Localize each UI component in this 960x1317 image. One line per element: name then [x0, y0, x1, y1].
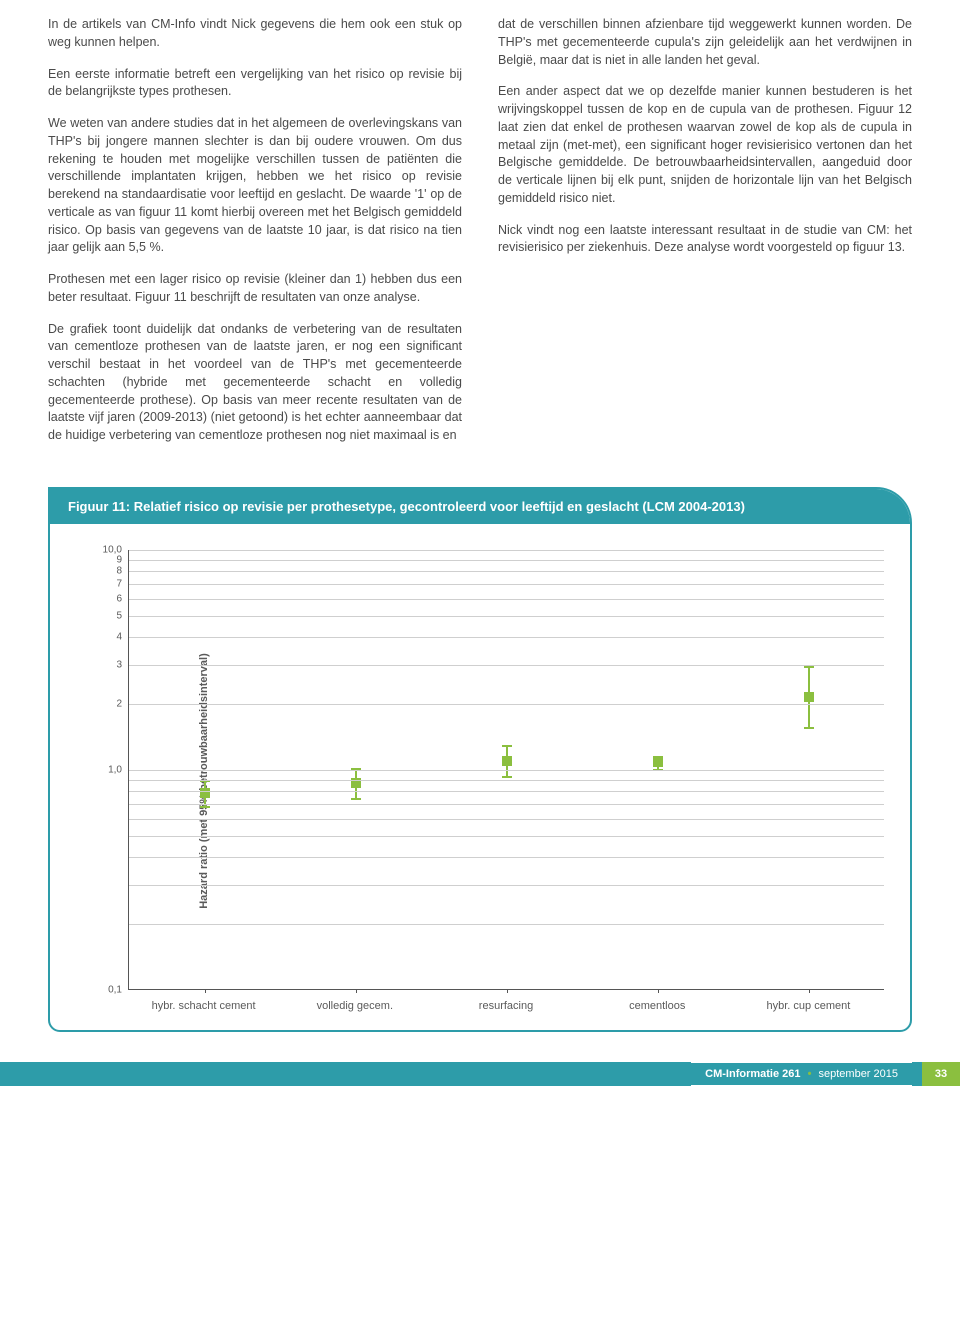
- x-tick: hybr. schacht cement: [128, 1000, 279, 1012]
- figure-title: Figuur 11: Relatief risico op revisie pe…: [50, 489, 910, 524]
- gridline: [129, 599, 884, 600]
- gridline: [129, 704, 884, 705]
- paragraph: De grafiek toont duidelijk dat ondanks d…: [48, 321, 462, 445]
- x-tick: cementloos: [582, 1000, 733, 1012]
- gridline: [129, 616, 884, 617]
- x-tick-labels: hybr. schacht cementvolledig gecem.resur…: [128, 1000, 884, 1012]
- paragraph: We weten van andere studies dat in het a…: [48, 115, 462, 257]
- y-tick: 3: [116, 659, 122, 670]
- plot-region: [128, 550, 884, 990]
- y-tick: 6: [116, 593, 122, 604]
- paragraph: dat de verschillen binnen afzienbare tij…: [498, 16, 912, 69]
- footer-source: CM-Informatie 261: [705, 1068, 800, 1080]
- gridline: [129, 550, 884, 551]
- paragraph: Een ander aspect dat we op dezelfde mani…: [498, 83, 912, 207]
- x-tick: volledig gecem.: [279, 1000, 430, 1012]
- gridline: [129, 780, 884, 781]
- gridline: [129, 885, 884, 886]
- y-tick: 7: [116, 578, 122, 589]
- y-tick: 4: [116, 632, 122, 643]
- page-footer: CM-Informatie 261 • september 2015 33: [0, 1062, 960, 1086]
- gridline: [129, 791, 884, 792]
- gridline: [129, 857, 884, 858]
- y-tick: 2: [116, 698, 122, 709]
- y-tick: 8: [116, 566, 122, 577]
- paragraph: Prothesen met een lager risico op revisi…: [48, 271, 462, 307]
- footer-date: september 2015: [819, 1068, 899, 1080]
- y-tick-labels: 10,0987654321,00,1: [98, 550, 128, 990]
- column-right: dat de verschillen binnen afzienbare tij…: [498, 16, 912, 459]
- footer-text: CM-Informatie 261 • september 2015: [691, 1063, 912, 1085]
- gridline: [129, 770, 884, 771]
- figure-11: Figuur 11: Relatief risico op revisie pe…: [48, 487, 912, 1032]
- y-tick: 1,0: [108, 764, 122, 775]
- column-left: In de artikels van CM-Info vindt Nick ge…: [48, 16, 462, 459]
- gridline: [129, 560, 884, 561]
- paragraph: Nick vindt nog een laatste interessant r…: [498, 222, 912, 258]
- gridline: [129, 637, 884, 638]
- gridline: [129, 571, 884, 572]
- paragraph: Een eerste informatie betreft een vergel…: [48, 66, 462, 102]
- y-tick: 5: [116, 610, 122, 621]
- text-columns: In de artikels van CM-Info vindt Nick ge…: [48, 16, 912, 459]
- page-number: 33: [922, 1062, 960, 1086]
- gridline: [129, 665, 884, 666]
- chart-area: Hazard ratio (met 95% betrouwbaarheidsin…: [50, 524, 910, 1030]
- gridline: [129, 924, 884, 925]
- paragraph: In de artikels van CM-Info vindt Nick ge…: [48, 16, 462, 52]
- gridline: [129, 804, 884, 805]
- gridline: [129, 836, 884, 837]
- gridline: [129, 819, 884, 820]
- gridline: [129, 584, 884, 585]
- y-tick: 9: [116, 554, 122, 565]
- y-tick: 0,1: [108, 984, 122, 995]
- x-tick: hybr. cup cement: [733, 1000, 884, 1012]
- x-tick: resurfacing: [430, 1000, 581, 1012]
